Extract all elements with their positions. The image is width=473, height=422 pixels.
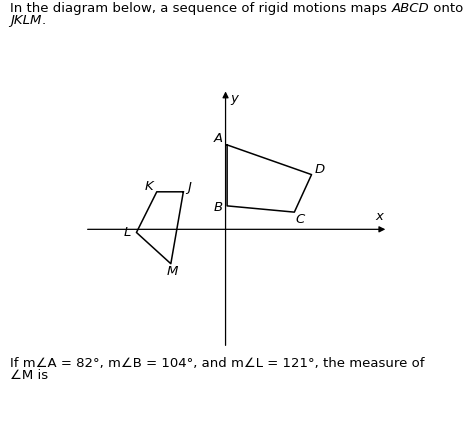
Text: M: M xyxy=(166,265,178,278)
Text: If m∠A = 82°, m∠B = 104°, and m∠L = 121°, the measure of: If m∠A = 82°, m∠B = 104°, and m∠L = 121°… xyxy=(10,357,425,370)
Text: B: B xyxy=(214,201,223,214)
Text: L: L xyxy=(123,226,131,239)
Text: J: J xyxy=(188,181,192,194)
Text: ∠M is: ∠M is xyxy=(10,368,49,381)
Text: A: A xyxy=(214,132,223,145)
Text: .: . xyxy=(42,14,46,27)
Text: onto: onto xyxy=(429,2,464,15)
Text: y: y xyxy=(230,92,238,106)
Text: In the diagram below, a sequence of rigid motions maps: In the diagram below, a sequence of rigi… xyxy=(10,2,392,15)
Text: D: D xyxy=(314,163,324,176)
Text: C: C xyxy=(295,213,305,225)
Text: JKLM: JKLM xyxy=(10,14,42,27)
Text: K: K xyxy=(145,180,153,193)
Text: ABCD: ABCD xyxy=(392,2,429,15)
Text: x: x xyxy=(376,210,384,223)
